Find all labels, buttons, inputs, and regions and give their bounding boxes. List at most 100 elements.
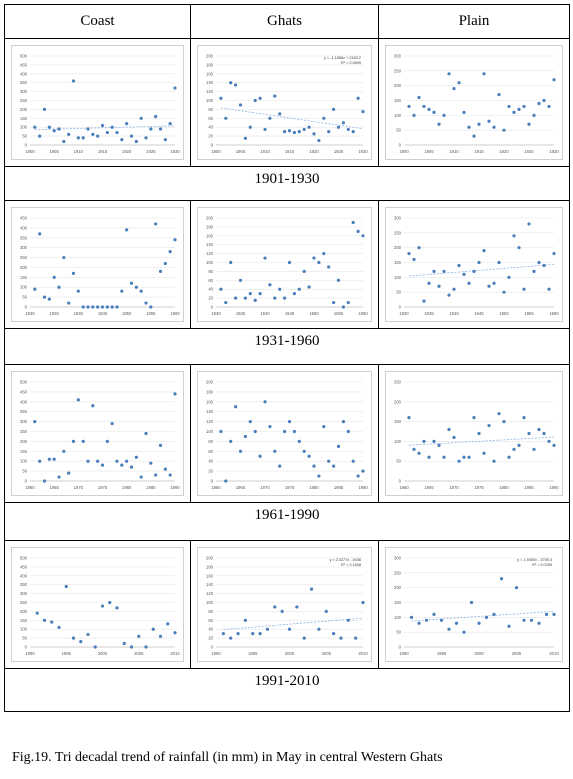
- data-point: [122, 641, 126, 646]
- x-tick-label: 1930: [211, 311, 221, 316]
- data-point: [437, 443, 441, 447]
- y-tick-label: 50: [396, 128, 401, 133]
- y-tick-label: 200: [206, 556, 214, 561]
- data-point: [507, 275, 511, 279]
- data-point: [234, 405, 238, 409]
- data-point: [47, 125, 51, 129]
- data-point: [447, 427, 451, 432]
- data-point: [71, 271, 76, 275]
- data-point: [67, 301, 71, 305]
- y-tick-label: 160: [206, 233, 214, 238]
- data-point: [115, 130, 119, 135]
- data-point: [86, 127, 90, 131]
- y-tick-label: 100: [20, 627, 28, 632]
- y-tick-label: 100: [206, 600, 214, 605]
- data-point: [447, 627, 451, 631]
- y-tick-label: 150: [394, 260, 402, 265]
- data-point: [507, 104, 511, 109]
- y-tick-label: 200: [394, 399, 402, 404]
- data-point: [163, 467, 167, 471]
- x-tick-label: 1925: [524, 149, 534, 154]
- data-point: [100, 463, 105, 467]
- x-tick-label: 1935: [424, 311, 434, 316]
- data-point: [336, 444, 341, 448]
- chart-ghats-1931-1960: 0 20 40 60 80 100 120 140 160 180 200 1930 1935 1940 1…: [197, 207, 372, 322]
- y-tick-label: 500: [20, 556, 28, 561]
- x-tick-label: 1985: [334, 485, 344, 490]
- x-tick-label: 1995: [248, 651, 258, 656]
- x-tick-label: 1915: [474, 149, 484, 154]
- data-point: [532, 113, 536, 117]
- chart-plain-1901-1930: 0 50 100 150 200 250 300 1900 1905 1910 1915 1920 19…: [385, 45, 563, 160]
- data-point: [427, 281, 431, 285]
- y-tick-label: 60: [208, 278, 213, 283]
- data-point: [467, 125, 471, 129]
- y-tick-label: 350: [20, 80, 28, 85]
- y-tick-label: 250: [20, 98, 28, 103]
- data-point: [346, 429, 350, 434]
- x-tick-label: 1905: [50, 149, 60, 154]
- data-point: [221, 632, 225, 636]
- data-point: [144, 301, 148, 305]
- data-point: [81, 136, 85, 140]
- data-point: [163, 261, 167, 266]
- y-tick-label: 200: [394, 83, 402, 88]
- y-tick-label: 80: [208, 269, 213, 274]
- data-point: [462, 272, 466, 276]
- y-tick-label: 120: [206, 591, 214, 596]
- data-point: [229, 81, 233, 85]
- data-point: [452, 87, 456, 91]
- data-point: [166, 622, 170, 626]
- data-point: [57, 285, 61, 289]
- y-tick-label: 100: [20, 459, 28, 464]
- x-tick-label: 1940: [260, 311, 270, 316]
- data-point: [307, 285, 311, 289]
- x-tick-label: 1975: [98, 485, 108, 490]
- y-tick-label: 0: [399, 305, 402, 310]
- y-tick-label: 350: [20, 409, 28, 414]
- y-tick-label: 400: [20, 225, 28, 230]
- y-tick-label: 100: [20, 285, 28, 290]
- y-tick-label: 200: [206, 54, 214, 59]
- x-tick-label: 1955: [524, 311, 534, 316]
- data-point: [527, 122, 531, 126]
- data-point: [76, 136, 80, 140]
- data-point: [224, 116, 228, 120]
- y-tick-label: 50: [396, 630, 401, 635]
- y-tick-label: 180: [206, 564, 214, 569]
- data-point: [86, 459, 90, 463]
- x-tick-label: 1925: [146, 149, 156, 154]
- x-tick-label: 1945: [474, 311, 484, 316]
- x-tick-label: 1990: [399, 651, 409, 656]
- x-tick-label: 2010: [170, 651, 180, 656]
- y-tick-label: 40: [208, 627, 213, 632]
- x-tick-label: 1945: [98, 311, 108, 316]
- data-point: [91, 305, 95, 309]
- data-point: [268, 283, 272, 287]
- data-point: [168, 250, 172, 254]
- y-tick-label: 200: [394, 585, 402, 590]
- data-point: [477, 260, 481, 265]
- x-tick-label: 1990: [549, 485, 559, 490]
- data-point: [457, 81, 461, 85]
- data-point: [512, 447, 516, 451]
- x-tick-label: 1980: [499, 485, 509, 490]
- data-point: [287, 420, 292, 424]
- data-point: [517, 107, 521, 111]
- data-point: [322, 424, 326, 429]
- data-point: [273, 449, 277, 453]
- chart-row-1991-2010: 0 50 100 150 200 250 300 350 400 450 500 1990 1995 20…: [5, 541, 569, 669]
- data-point: [487, 423, 491, 428]
- data-point: [356, 474, 360, 478]
- data-point: [437, 284, 441, 288]
- data-point: [243, 618, 247, 622]
- data-point: [317, 138, 321, 143]
- trendline: [411, 610, 555, 622]
- data-point: [361, 110, 365, 114]
- y-tick-label: 60: [208, 449, 213, 454]
- data-point: [52, 129, 56, 133]
- trendline: [34, 125, 176, 131]
- data-point: [477, 621, 481, 625]
- x-tick-label: 1930: [170, 149, 180, 154]
- data-point: [467, 281, 471, 285]
